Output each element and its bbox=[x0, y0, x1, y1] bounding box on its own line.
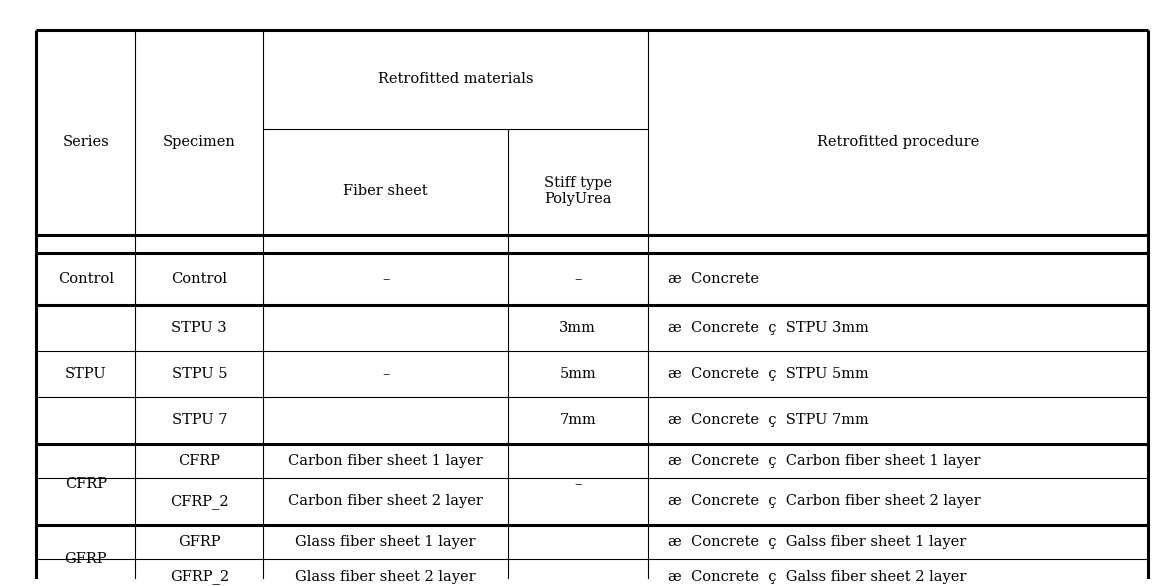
Text: –: – bbox=[574, 477, 581, 491]
Text: æ  Concrete  ç  Galss fiber sheet 2 layer: æ Concrete ç Galss fiber sheet 2 layer bbox=[669, 570, 967, 584]
Text: Retrofitted procedure: Retrofitted procedure bbox=[817, 135, 979, 149]
Text: Stiff type
PolyUrea: Stiff type PolyUrea bbox=[544, 176, 612, 206]
Text: æ  Concrete: æ Concrete bbox=[669, 272, 760, 286]
Text: æ  Concrete  ç  Galss fiber sheet 1 layer: æ Concrete ç Galss fiber sheet 1 layer bbox=[669, 535, 966, 549]
Text: æ  Concrete  ç  Carbon fiber sheet 2 layer: æ Concrete ç Carbon fiber sheet 2 layer bbox=[669, 495, 981, 509]
Text: Specimen: Specimen bbox=[163, 135, 236, 149]
Text: –: – bbox=[382, 367, 390, 381]
Text: æ  Concrete  ç  STPU 3mm: æ Concrete ç STPU 3mm bbox=[669, 321, 869, 335]
Text: 3mm: 3mm bbox=[559, 321, 596, 335]
Text: CFRP: CFRP bbox=[65, 477, 107, 491]
Text: Series: Series bbox=[62, 135, 110, 149]
Text: æ  Concrete  ç  STPU 7mm: æ Concrete ç STPU 7mm bbox=[669, 414, 869, 427]
Text: Fiber sheet: Fiber sheet bbox=[343, 183, 428, 197]
Text: –: – bbox=[574, 552, 581, 566]
Text: æ  Concrete  ç  Carbon fiber sheet 1 layer: æ Concrete ç Carbon fiber sheet 1 layer bbox=[669, 454, 981, 468]
Text: Control: Control bbox=[172, 272, 228, 286]
Text: STPU: STPU bbox=[65, 367, 106, 381]
Text: Glass fiber sheet 1 layer: Glass fiber sheet 1 layer bbox=[295, 535, 476, 549]
Text: 7mm: 7mm bbox=[559, 414, 596, 427]
Text: Carbon fiber sheet 2 layer: Carbon fiber sheet 2 layer bbox=[288, 495, 483, 509]
Text: CFRP_2: CFRP_2 bbox=[170, 494, 229, 509]
Text: GFRP: GFRP bbox=[64, 552, 107, 566]
Text: Retrofitted materials: Retrofitted materials bbox=[378, 73, 533, 86]
Text: STPU 3: STPU 3 bbox=[172, 321, 228, 335]
Text: –: – bbox=[382, 272, 390, 286]
Text: STPU 5: STPU 5 bbox=[172, 367, 228, 381]
Text: Control: Control bbox=[58, 272, 114, 286]
Text: Carbon fiber sheet 1 layer: Carbon fiber sheet 1 layer bbox=[288, 454, 483, 468]
Text: 5mm: 5mm bbox=[559, 367, 596, 381]
Text: Glass fiber sheet 2 layer: Glass fiber sheet 2 layer bbox=[295, 570, 476, 584]
Text: STPU 7: STPU 7 bbox=[172, 414, 228, 427]
Text: –: – bbox=[574, 272, 581, 286]
Text: CFRP: CFRP bbox=[179, 454, 221, 468]
Text: æ  Concrete  ç  STPU 5mm: æ Concrete ç STPU 5mm bbox=[669, 367, 869, 381]
Text: GFRP_2: GFRP_2 bbox=[169, 569, 229, 584]
Text: GFRP: GFRP bbox=[179, 535, 221, 549]
